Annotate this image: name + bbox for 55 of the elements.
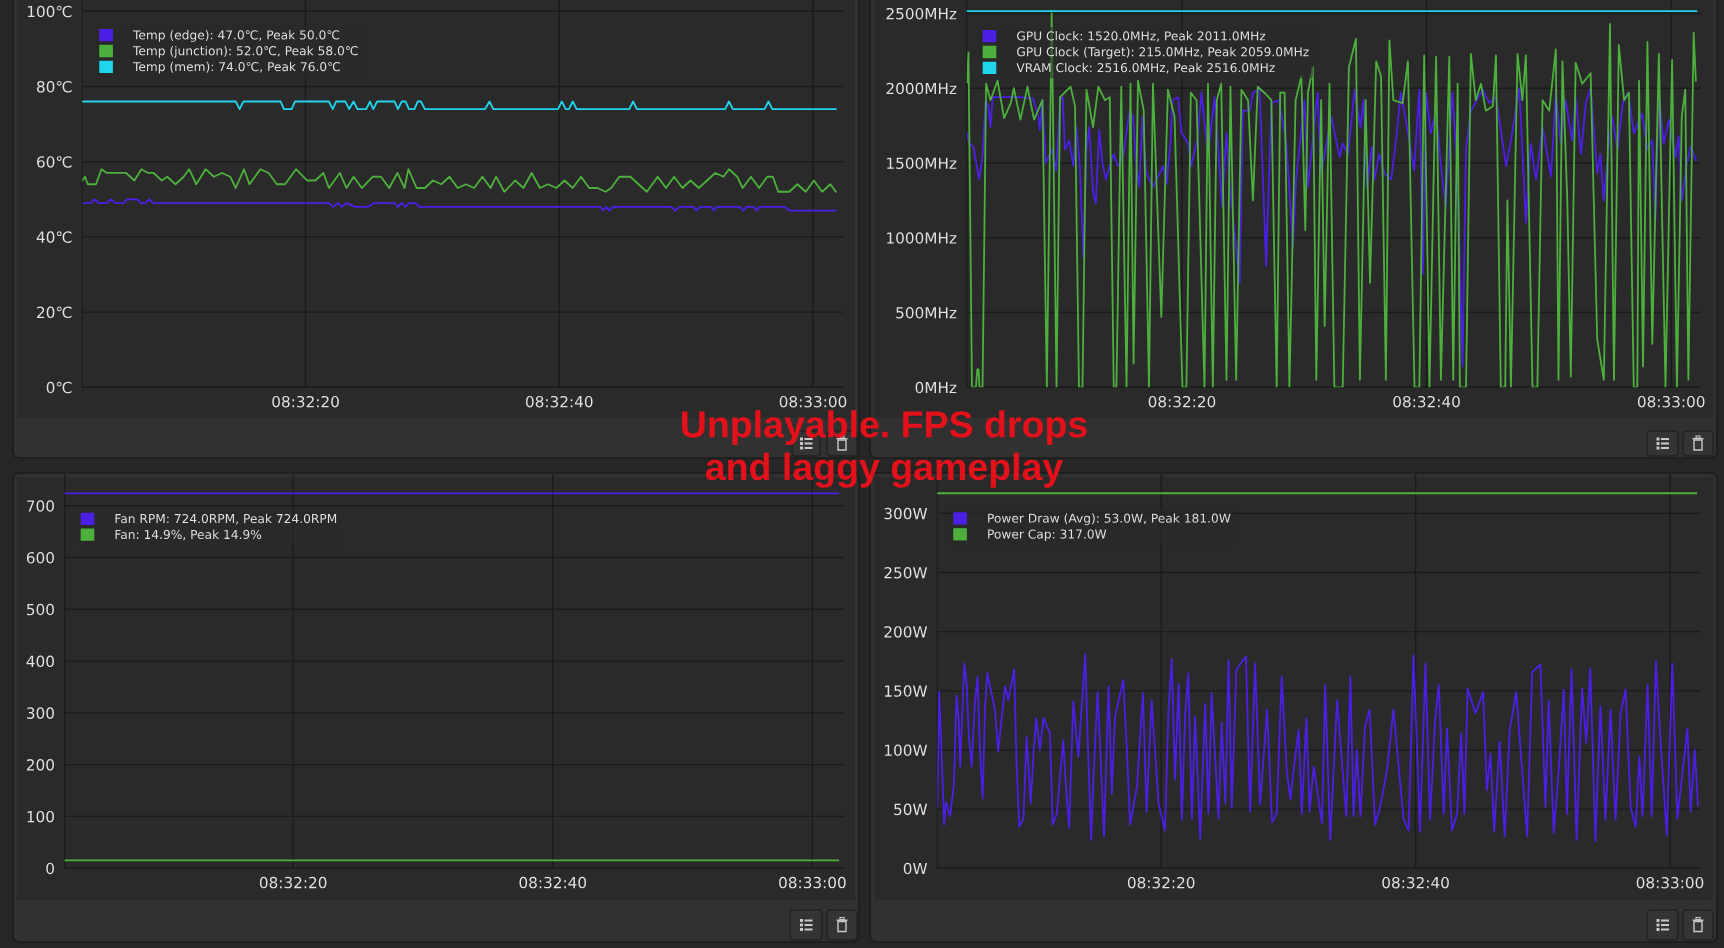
x-tick-label: 08:32:20: [1127, 876, 1195, 889]
line-series: [966, 12, 1697, 388]
legend-label: Temp (edge): 47.0℃, Peak 50.0℃: [132, 30, 340, 42]
line-series: [966, 87, 1697, 368]
x-tick-label: 08:32:40: [525, 395, 593, 408]
x-tick-label: 08:33:00: [779, 395, 847, 408]
legend-label: Temp (mem): 74.0℃, Peak 76.0℃: [132, 61, 340, 74]
y-tick-label: 500: [27, 603, 54, 616]
y-tick-label: 80℃: [37, 80, 72, 93]
y-tick-label: 60℃: [37, 156, 72, 168]
y-tick-label: 500MHz: [896, 307, 957, 319]
line-series: [937, 653, 1699, 842]
x-tick-label: 08:32:20: [272, 395, 339, 408]
legend-label: Power Cap: 317.0W: [988, 529, 1107, 542]
x-tick-label: 08:32:40: [1393, 395, 1460, 408]
x-tick-label: 08:33:00: [1636, 876, 1704, 889]
legend-label: GPU Clock (Target): 215.0MHz, Peak 2059.0MHz: [1017, 46, 1309, 59]
y-tick-label: 2000MHz: [886, 82, 957, 95]
y-tick-label: 150W: [884, 685, 928, 697]
annotation: Unplayable. FPS drops and laggy gameplay: [682, 410, 1087, 488]
y-tick-label: 300: [26, 707, 54, 719]
y-tick-label: 1000MHz: [887, 232, 957, 244]
x-tick-label: 08:33:00: [779, 876, 846, 889]
y-tick-label: 300W: [884, 507, 928, 520]
y-tick-label: 1500MHz: [887, 157, 957, 170]
legend-label: Temp (junction): 52.0℃, Peak 58.0℃: [132, 45, 358, 58]
y-tick-label: 20℃: [37, 306, 72, 319]
y-tick-label: 100W: [884, 744, 928, 756]
x-tick-label: 08:32:40: [519, 876, 587, 889]
legend-label: GPU Clock: 1520.0MHz, Peak 2011.0MHz: [1017, 31, 1266, 42]
y-tick-label: 100℃: [27, 5, 72, 18]
x-tick-label: 08:33:00: [1637, 395, 1705, 408]
x-tick-label: 08:32:20: [1148, 395, 1216, 408]
y-tick-label: 200W: [884, 626, 928, 638]
x-tick-label: 08:32:20: [259, 876, 327, 889]
y-tick-label: 600: [26, 552, 54, 564]
y-tick-label: 50W: [894, 803, 928, 816]
y-tick-label: 0: [46, 862, 54, 875]
legend-label: Power Draw (Avg): 53.0W, Peak 181.0W: [988, 513, 1231, 526]
y-tick-label: 0W: [903, 862, 928, 875]
legend-label: VRAM Clock: 2516.0MHz, Peak 2516.0MHz: [1016, 62, 1275, 74]
y-tick-label: 250W: [884, 566, 928, 579]
line-series: [82, 198, 837, 212]
y-tick-label: 0℃: [46, 381, 72, 394]
legend-label: Fan RPM: 724.0RPM, Peak 724.0RPM: [115, 513, 337, 525]
y-tick-label: 700: [27, 500, 54, 512]
y-tick-label: 100: [27, 810, 54, 823]
y-tick-label: 40℃: [36, 231, 72, 243]
y-tick-label: 400: [26, 655, 54, 668]
x-tick-label: 08:32:40: [1382, 876, 1449, 889]
legend-label: Fan: 14.9%, Peak 14.9%: [115, 529, 262, 541]
y-tick-label: 0MHz: [915, 381, 957, 394]
y-tick-label: 2500MHz: [886, 7, 957, 20]
line-series: [82, 168, 837, 193]
y-tick-label: 200: [26, 759, 54, 771]
